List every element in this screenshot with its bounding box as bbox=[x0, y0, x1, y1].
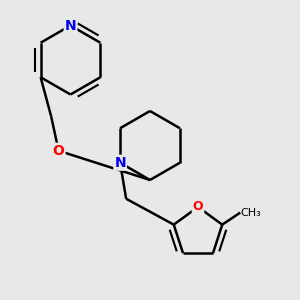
Text: CH₃: CH₃ bbox=[241, 208, 262, 218]
Text: O: O bbox=[53, 144, 64, 158]
Text: O: O bbox=[193, 200, 203, 214]
Text: N: N bbox=[114, 156, 126, 170]
Text: N: N bbox=[65, 19, 76, 32]
